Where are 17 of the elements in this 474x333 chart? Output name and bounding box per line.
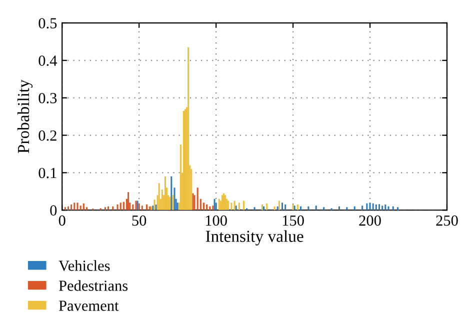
y-tick-label: 0 bbox=[50, 205, 57, 216]
x-axis-title: Intensity value bbox=[206, 230, 304, 246]
legend-label: Pavement bbox=[58, 300, 119, 311]
x-tick-label: 250 bbox=[436, 215, 458, 226]
x-tick-label: 100 bbox=[206, 215, 227, 226]
legend-label: Vehicles bbox=[58, 260, 110, 272]
y-tick-label: 0.4 bbox=[38, 56, 57, 66]
y-tick-label: 0.2 bbox=[38, 130, 56, 141]
y-axis-title: Probability bbox=[17, 80, 33, 154]
y-tick-label: 0.3 bbox=[38, 92, 57, 104]
x-tick-label: 0 bbox=[58, 215, 66, 226]
x-tick-label: 200 bbox=[359, 215, 381, 226]
y-tick-label: 0.5 bbox=[38, 18, 57, 28]
x-tick-label: 150 bbox=[282, 215, 304, 226]
y-tick-label: 0.1 bbox=[38, 168, 56, 178]
legend-label: Pedestrians bbox=[58, 280, 128, 291]
x-tick-label: 50 bbox=[132, 215, 146, 226]
